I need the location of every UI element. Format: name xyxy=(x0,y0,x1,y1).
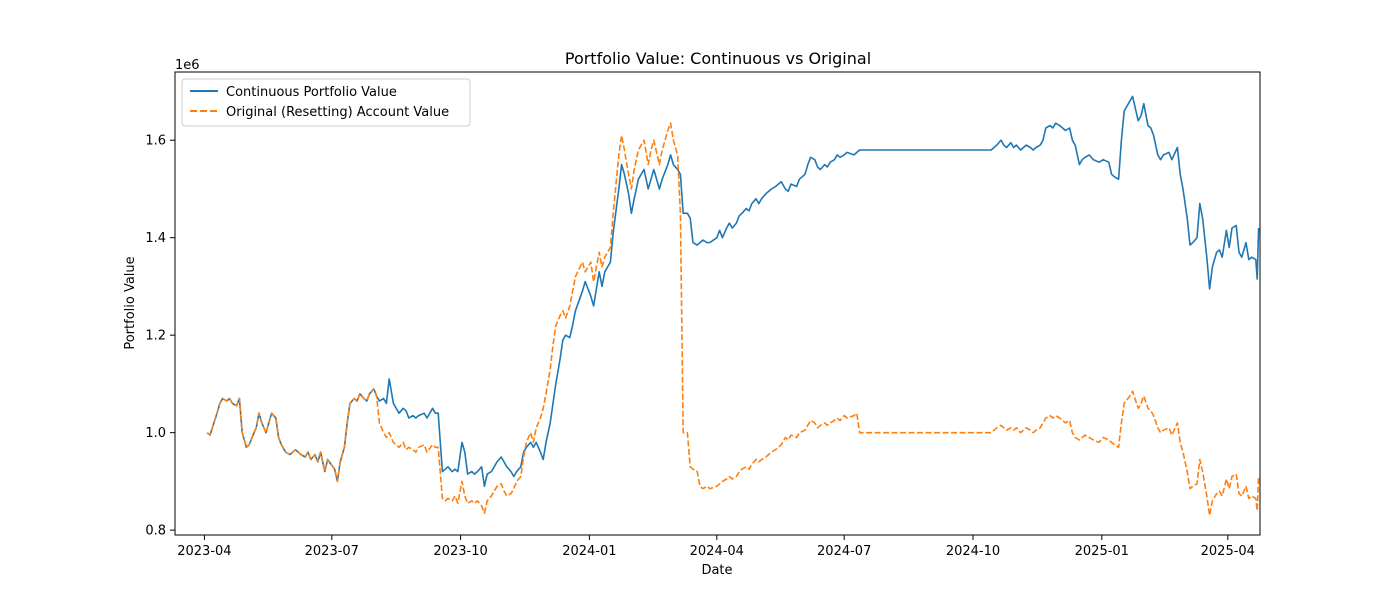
plot-area-frame xyxy=(174,71,1261,536)
x-tick-label: 2023-07 xyxy=(305,544,359,559)
x-tick-label: 2024-04 xyxy=(690,544,744,559)
y-axis-label: Portfolio Value xyxy=(123,256,138,349)
x-axis-label: Date xyxy=(701,563,732,578)
x-axis-ticks: 2023-04 2023-07 2023-10 2024-01 2024-04 2024-… xyxy=(177,535,1255,559)
series-line-original xyxy=(206,122,1260,517)
legend-label-continuous: Continuous Portfolio Value xyxy=(226,85,397,100)
x-tick-label: 2023-10 xyxy=(433,544,487,559)
legend-label-original: Original (Resetting) Account Value xyxy=(226,105,449,120)
y-tick-label: 0.8 xyxy=(145,524,166,539)
x-tick-label: 2024-07 xyxy=(817,544,871,559)
chart-title: Portfolio Value: Continuous vs Original xyxy=(565,49,871,68)
series-lines xyxy=(206,95,1260,517)
x-tick-label: 2023-04 xyxy=(177,544,231,559)
y-axis-ticks: 0.8 1.0 1.2 1.4 1.6 xyxy=(145,134,175,539)
y-tick-label: 1.6 xyxy=(145,134,166,149)
x-tick-label: 2024-10 xyxy=(946,544,1000,559)
legend: Continuous Portfolio Value Original (Res… xyxy=(181,78,471,127)
y-tick-label: 1.4 xyxy=(145,231,166,246)
y-offset-label: 1e6 xyxy=(175,58,200,73)
y-tick-label: 1.0 xyxy=(145,426,166,441)
legend-box xyxy=(181,78,471,127)
y-tick-label: 1.2 xyxy=(145,329,166,344)
x-tick-label: 2025-04 xyxy=(1201,544,1255,559)
x-tick-label: 2025-01 xyxy=(1075,544,1129,559)
x-tick-label: 2024-01 xyxy=(562,544,616,559)
